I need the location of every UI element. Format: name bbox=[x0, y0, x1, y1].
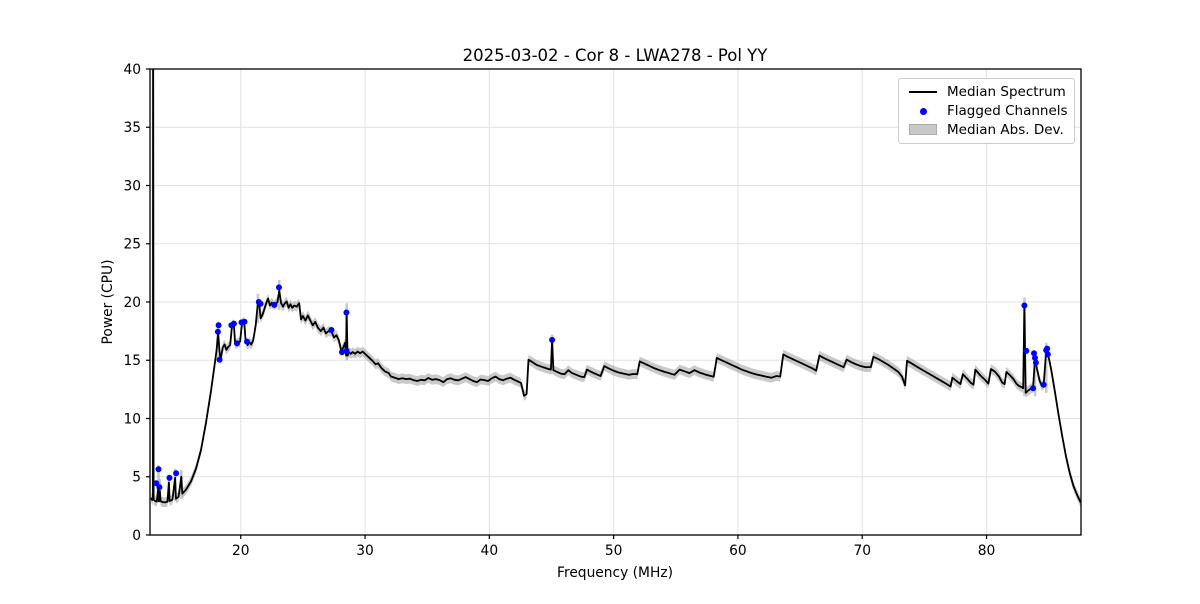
flagged-channel-dot bbox=[215, 322, 222, 329]
y-tick-label: 5 bbox=[132, 470, 141, 486]
flagged-channel-dot bbox=[549, 336, 556, 343]
flagged-channel-dot bbox=[339, 349, 345, 356]
flagged-channel-dot bbox=[1023, 347, 1030, 354]
flagged-channel-dot bbox=[214, 328, 221, 335]
y-tick-label: 15 bbox=[123, 353, 141, 369]
legend-label: Median Abs. Dev. bbox=[947, 121, 1064, 138]
flagged-channel-dot bbox=[343, 347, 350, 354]
y-tick-label: 20 bbox=[123, 295, 141, 311]
x-tick-label: 80 bbox=[978, 543, 996, 559]
y-tick-label: 10 bbox=[123, 411, 141, 427]
flagged-channel-dot bbox=[230, 320, 237, 327]
flagged-channel-dot bbox=[1044, 351, 1051, 358]
flagged-channel-dot bbox=[173, 470, 180, 477]
flagged-channel-dot bbox=[1032, 359, 1039, 366]
flagged-channel-dot bbox=[1040, 381, 1047, 388]
flagged-channel-dot bbox=[166, 474, 173, 481]
x-axis-label: Frequency (MHz) bbox=[557, 565, 673, 581]
plot-area: 20 30 40 50 60 70 80 0 5 10 15 20 25 30 35 40 bbox=[123, 62, 1082, 559]
y-tick-label: 25 bbox=[123, 237, 141, 253]
chart-title: 2025-03-02 - Cor 8 - LWA278 - Pol YY bbox=[463, 46, 769, 65]
flagged-channel-dot bbox=[244, 338, 250, 345]
legend-item-median-abs-dev: Median Abs. Dev. bbox=[907, 120, 1066, 139]
flagged-channel-dot bbox=[241, 318, 248, 325]
legend-box: Median Spectrum Flagged Channels Median … bbox=[898, 78, 1075, 144]
y-tick-label: 40 bbox=[123, 62, 141, 78]
flagged-channel-dot bbox=[276, 284, 282, 291]
legend-label: Median Spectrum bbox=[947, 84, 1066, 101]
legend-item-median-spectrum: Median Spectrum bbox=[907, 83, 1066, 102]
flagged-channel-dot bbox=[343, 309, 350, 316]
x-tick-label: 20 bbox=[232, 543, 250, 559]
flagged-channel-dot bbox=[328, 327, 335, 333]
flagged-channel-dot bbox=[1031, 350, 1037, 357]
legend-item-flagged-channels: Flagged Channels bbox=[907, 102, 1068, 121]
flagged-channel-dot bbox=[234, 340, 240, 347]
x-tick-label: 40 bbox=[481, 543, 499, 559]
flagged-channel-dot bbox=[216, 356, 223, 363]
y-axis-label: Power (CPU) bbox=[100, 260, 116, 345]
median-spectrum-line bbox=[150, 69, 1081, 504]
median-abs-dev-patch-swatch bbox=[907, 124, 939, 136]
x-tick-label: 50 bbox=[605, 543, 623, 559]
flagged-channel-dot bbox=[257, 300, 264, 307]
flagged-channel-dot bbox=[271, 301, 278, 308]
flagged-channel-dot bbox=[153, 480, 160, 487]
x-tick-label: 60 bbox=[729, 543, 747, 559]
y-tick-label: 0 bbox=[132, 528, 141, 544]
median-spectrum-line-swatch bbox=[907, 91, 939, 94]
flagged-channels-dot-swatch bbox=[907, 107, 939, 115]
y-tick-label: 30 bbox=[123, 178, 141, 194]
legend-label: Flagged Channels bbox=[947, 103, 1068, 119]
x-tick-label: 30 bbox=[356, 543, 374, 559]
flagged-channel-dot bbox=[1044, 345, 1051, 352]
y-tick-label: 35 bbox=[123, 120, 141, 136]
flagged-channel-dot bbox=[1021, 302, 1028, 309]
x-tick-label: 70 bbox=[853, 543, 871, 559]
flagged-channel-dot bbox=[1030, 385, 1037, 392]
flagged-channel-dot bbox=[156, 484, 163, 491]
flagged-channel-dot bbox=[1032, 354, 1038, 361]
flagged-channel-dot bbox=[155, 466, 162, 473]
